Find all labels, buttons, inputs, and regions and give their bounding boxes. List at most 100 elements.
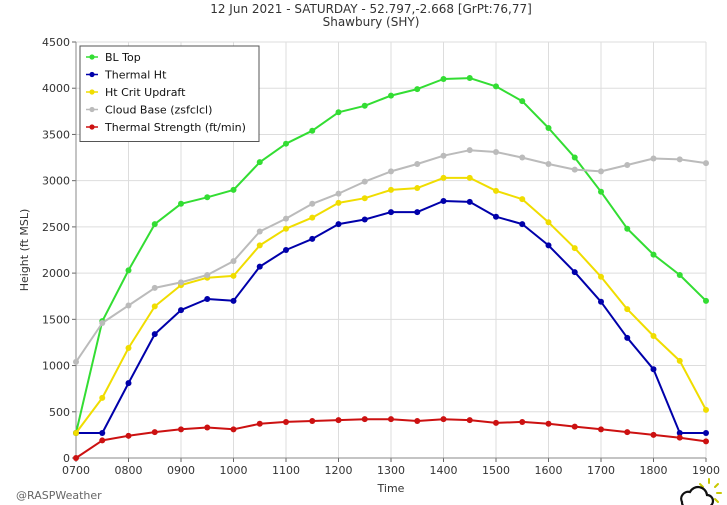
legend-entry: Ht Crit Updraft [105, 86, 186, 99]
y-tick-label: 1500 [42, 313, 70, 326]
data-point [151, 221, 158, 228]
data-point [440, 198, 447, 205]
data-point [178, 307, 184, 314]
data-point [99, 437, 106, 444]
legend-swatch-marker [89, 89, 95, 95]
data-point [99, 320, 106, 327]
data-point [388, 186, 394, 193]
y-tick-label: 3000 [42, 175, 70, 188]
data-point [440, 174, 447, 181]
data-point [388, 92, 394, 99]
data-point [493, 83, 499, 90]
data-point [151, 429, 158, 436]
data-point [519, 221, 526, 228]
data-point [598, 188, 604, 195]
data-point [178, 200, 184, 207]
data-point [703, 438, 709, 445]
data-point [493, 149, 499, 156]
series-3 [73, 147, 709, 365]
data-point [519, 154, 526, 161]
data-point [283, 140, 289, 147]
data-point [571, 269, 578, 276]
data-point [519, 98, 526, 105]
data-point [256, 420, 263, 427]
x-tick-label: 1900 [692, 464, 720, 477]
series-4 [73, 416, 709, 461]
data-point [650, 366, 657, 373]
x-tick-label: 1700 [587, 464, 615, 477]
cloud-sun-icon [680, 478, 722, 505]
data-point [545, 242, 552, 249]
data-point [414, 209, 421, 216]
data-point [309, 418, 316, 425]
data-point [335, 417, 342, 424]
data-point [361, 195, 368, 202]
data-point [283, 215, 289, 222]
data-point [703, 430, 709, 437]
y-tick-label: 4000 [42, 82, 70, 95]
legend-swatch-marker [89, 54, 95, 60]
y-tick-label: 4500 [42, 36, 70, 49]
data-point [493, 213, 499, 220]
data-point [703, 160, 709, 167]
data-point [309, 127, 316, 134]
series-0 [73, 75, 709, 437]
x-tick-label: 1000 [220, 464, 248, 477]
data-point [650, 332, 657, 339]
data-point [283, 418, 289, 425]
legend-entry: BL Top [105, 51, 141, 64]
data-point [204, 295, 211, 302]
data-point [676, 156, 683, 163]
y-tick-label: 500 [49, 406, 70, 419]
data-point [598, 273, 604, 280]
data-point [466, 417, 473, 424]
y-tick-label: 0 [63, 452, 70, 465]
data-point [414, 161, 421, 168]
x-tick-label: 0700 [62, 464, 90, 477]
data-point [388, 416, 394, 423]
data-point [571, 423, 578, 430]
data-point [676, 271, 683, 278]
x-tick-label: 1200 [325, 464, 353, 477]
legend-entry: Cloud Base (zsfclcl) [105, 104, 212, 117]
x-tick-label: 1500 [482, 464, 510, 477]
data-point [361, 216, 368, 223]
legend: BL Top Thermal Ht Ht Crit Updraft Cloud Bas… [79, 45, 260, 142]
x-tick-label: 1600 [535, 464, 563, 477]
data-point [256, 263, 263, 270]
data-point [519, 418, 526, 425]
data-point [230, 297, 237, 304]
data-point [361, 416, 368, 423]
x-tick-label: 0900 [167, 464, 195, 477]
data-point [624, 334, 631, 341]
data-point [361, 178, 368, 185]
data-point [283, 225, 289, 232]
data-point [335, 199, 342, 206]
chart-subtitle: Shawbury (SHY) [323, 15, 420, 29]
data-point [178, 426, 184, 433]
data-point [178, 279, 184, 286]
data-point [125, 344, 132, 351]
data-point [256, 242, 263, 249]
data-point [414, 86, 421, 93]
data-point [466, 174, 473, 181]
data-point [151, 331, 158, 338]
data-point [204, 194, 211, 201]
data-point [361, 102, 368, 109]
data-point [466, 198, 473, 205]
legend-swatch-marker [89, 106, 95, 113]
data-point [598, 298, 604, 305]
data-point [309, 235, 316, 242]
data-point [571, 166, 578, 173]
data-point [125, 267, 132, 274]
data-point [151, 284, 158, 291]
y-axis-label: Height (ft MSL) [18, 209, 31, 292]
data-point [703, 406, 709, 413]
y-tick-label: 2500 [42, 221, 70, 234]
data-point [230, 258, 237, 265]
data-point [571, 154, 578, 161]
data-point [545, 124, 552, 131]
data-point [703, 297, 709, 304]
